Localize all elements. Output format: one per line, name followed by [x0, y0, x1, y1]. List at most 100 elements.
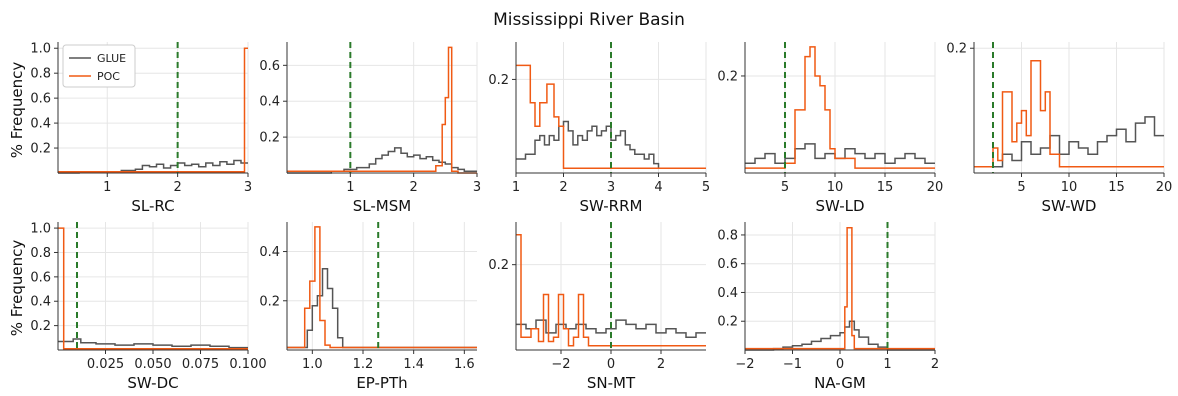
x-axis-label: SW-RRM — [580, 197, 643, 215]
series-poc — [287, 46, 477, 174]
y-tick-label: 0.6 — [259, 59, 280, 74]
y-tick-label: 1.0 — [30, 222, 51, 237]
y-tick-label: 0.2 — [259, 131, 280, 146]
y-tick-label: 0.4 — [259, 95, 280, 110]
y-tick-label: 0.4 — [259, 245, 280, 260]
x-tick-label: 15 — [1108, 180, 1125, 195]
x-tick-label: 0.100 — [229, 357, 266, 372]
y-tick-label: 0.4 — [30, 295, 51, 310]
y-tick-label: 0.2 — [717, 69, 738, 84]
x-axis-label: SW-LD — [815, 197, 864, 215]
x-tick-label: 1 — [103, 180, 111, 195]
y-tick-label: 0.8 — [717, 228, 738, 243]
series-glue — [974, 116, 1164, 168]
x-axis-label: SW-WD — [1042, 197, 1097, 215]
series-poc — [516, 234, 706, 347]
panel-ep-pth: 1.0 1.2 1.4 1.6 0.2 0.4 EP-PTh — [259, 222, 477, 392]
y-tick-label: 1.0 — [30, 42, 51, 57]
x-tick-label: 1.6 — [454, 357, 475, 372]
series-glue — [516, 120, 706, 170]
x-tick-label: 5 — [702, 180, 710, 195]
x-tick-label: 1 — [512, 180, 520, 195]
x-tick-label: −1 — [783, 357, 802, 372]
legend: GLUE POC — [62, 44, 136, 88]
series-glue — [287, 268, 477, 349]
panel-sl-msm: 1 2 3 0.2 0.4 0.6 SL-MSM — [259, 42, 481, 215]
y-tick-label: 0.2 — [717, 315, 738, 330]
panel-sw-rrm: 1 2 3 4 5 0.2 SW-RRM — [488, 42, 710, 215]
y-tick-label: 0.8 — [30, 67, 51, 82]
x-tick-label: 2 — [657, 357, 665, 372]
series-poc — [745, 46, 935, 169]
x-tick-label: 2 — [173, 180, 181, 195]
x-tick-label: 3 — [473, 180, 481, 195]
x-tick-label: 0 — [607, 357, 615, 372]
x-tick-label: 2 — [410, 180, 418, 195]
x-axis-label: NA-GM — [814, 374, 866, 392]
panel-sl-rc: 1 2 3 0.2 0.4 0.6 0.8 1.0 SL-RC GLUE POC — [30, 42, 252, 215]
series-poc — [58, 47, 248, 173]
series-glue — [516, 319, 706, 338]
x-tick-label: 1.4 — [403, 357, 424, 372]
x-tick-label: 20 — [1156, 180, 1173, 195]
panel-sn-mt: −2 0 2 0.2 SN-MT — [488, 222, 706, 392]
y-tick-label: 0.2 — [259, 294, 280, 309]
y-tick-label: 0.2 — [488, 73, 509, 88]
panel-sw-ld: 5 10 15 20 0.2 SW-LD — [717, 42, 943, 215]
series-glue — [745, 143, 935, 165]
figure-title: Mississippi River Basin — [493, 10, 685, 30]
x-tick-label: 0 — [836, 357, 844, 372]
x-axis-label: SL-MSM — [353, 197, 411, 215]
series-poc — [516, 64, 706, 170]
x-axis-label: SW-DC — [127, 374, 178, 392]
x-tick-label: 1 — [346, 180, 354, 195]
x-tick-label: 4 — [654, 180, 662, 195]
panel-sw-dc: 0.025 0.050 0.075 0.100 0.2 0.4 0.6 0.8 1.0 SW-DC — [30, 222, 266, 392]
x-tick-label: 5 — [781, 180, 789, 195]
x-tick-label: 20 — [927, 180, 944, 195]
series-glue — [58, 338, 248, 349]
legend-label-glue: GLUE — [97, 52, 126, 65]
y-tick-label: 0.2 — [946, 42, 967, 57]
x-tick-label: 0.050 — [134, 357, 171, 372]
y-tick-label: 0.2 — [30, 319, 51, 334]
series-poc — [287, 226, 477, 349]
series-poc — [58, 227, 248, 350]
y-tick-label: 0.4 — [717, 286, 738, 301]
x-tick-label: 3 — [607, 180, 615, 195]
y-axis-label-row-2: % Frequency — [8, 240, 26, 337]
x-tick-label: 2 — [931, 357, 939, 372]
series-poc — [745, 227, 935, 350]
x-tick-label: 10 — [827, 180, 844, 195]
x-tick-label: 10 — [1061, 180, 1078, 195]
x-axis-label: EP-PTh — [356, 374, 407, 392]
x-tick-label: 1 — [883, 357, 891, 372]
x-tick-label: 2 — [559, 180, 567, 195]
y-tick-label: 0.6 — [30, 270, 51, 285]
x-tick-label: 0.025 — [87, 357, 124, 372]
y-tick-label: 0.2 — [30, 142, 51, 157]
y-tick-label: 0.6 — [717, 257, 738, 272]
series-poc — [974, 59, 1164, 168]
y-axis-label-row-1: % Frequency — [8, 62, 26, 159]
x-tick-label: 0.075 — [182, 357, 219, 372]
x-axis-label: SL-RC — [131, 197, 174, 215]
series-glue — [287, 147, 477, 174]
y-tick-label: 0.4 — [30, 117, 51, 132]
x-tick-label: 1.0 — [302, 357, 323, 372]
y-tick-label: 0.2 — [488, 258, 509, 273]
x-tick-label: −2 — [551, 357, 570, 372]
x-tick-label: −2 — [735, 357, 754, 372]
series-glue — [745, 320, 935, 351]
x-axis-label: SN-MT — [587, 374, 636, 392]
y-tick-label: 0.8 — [30, 246, 51, 261]
legend-label-poc: POC — [97, 70, 120, 83]
x-tick-label: 3 — [244, 180, 252, 195]
x-tick-label: 5 — [1017, 180, 1025, 195]
panel-sw-wd: 5 10 15 20 0.2 SW-WD — [946, 42, 1172, 215]
x-tick-label: 1.2 — [353, 357, 374, 372]
x-tick-label: 15 — [877, 180, 894, 195]
y-tick-label: 0.6 — [30, 92, 51, 107]
panel-na-gm: −2 −1 0 1 2 0.2 0.4 0.6 0.8 NA-GM — [717, 222, 939, 392]
